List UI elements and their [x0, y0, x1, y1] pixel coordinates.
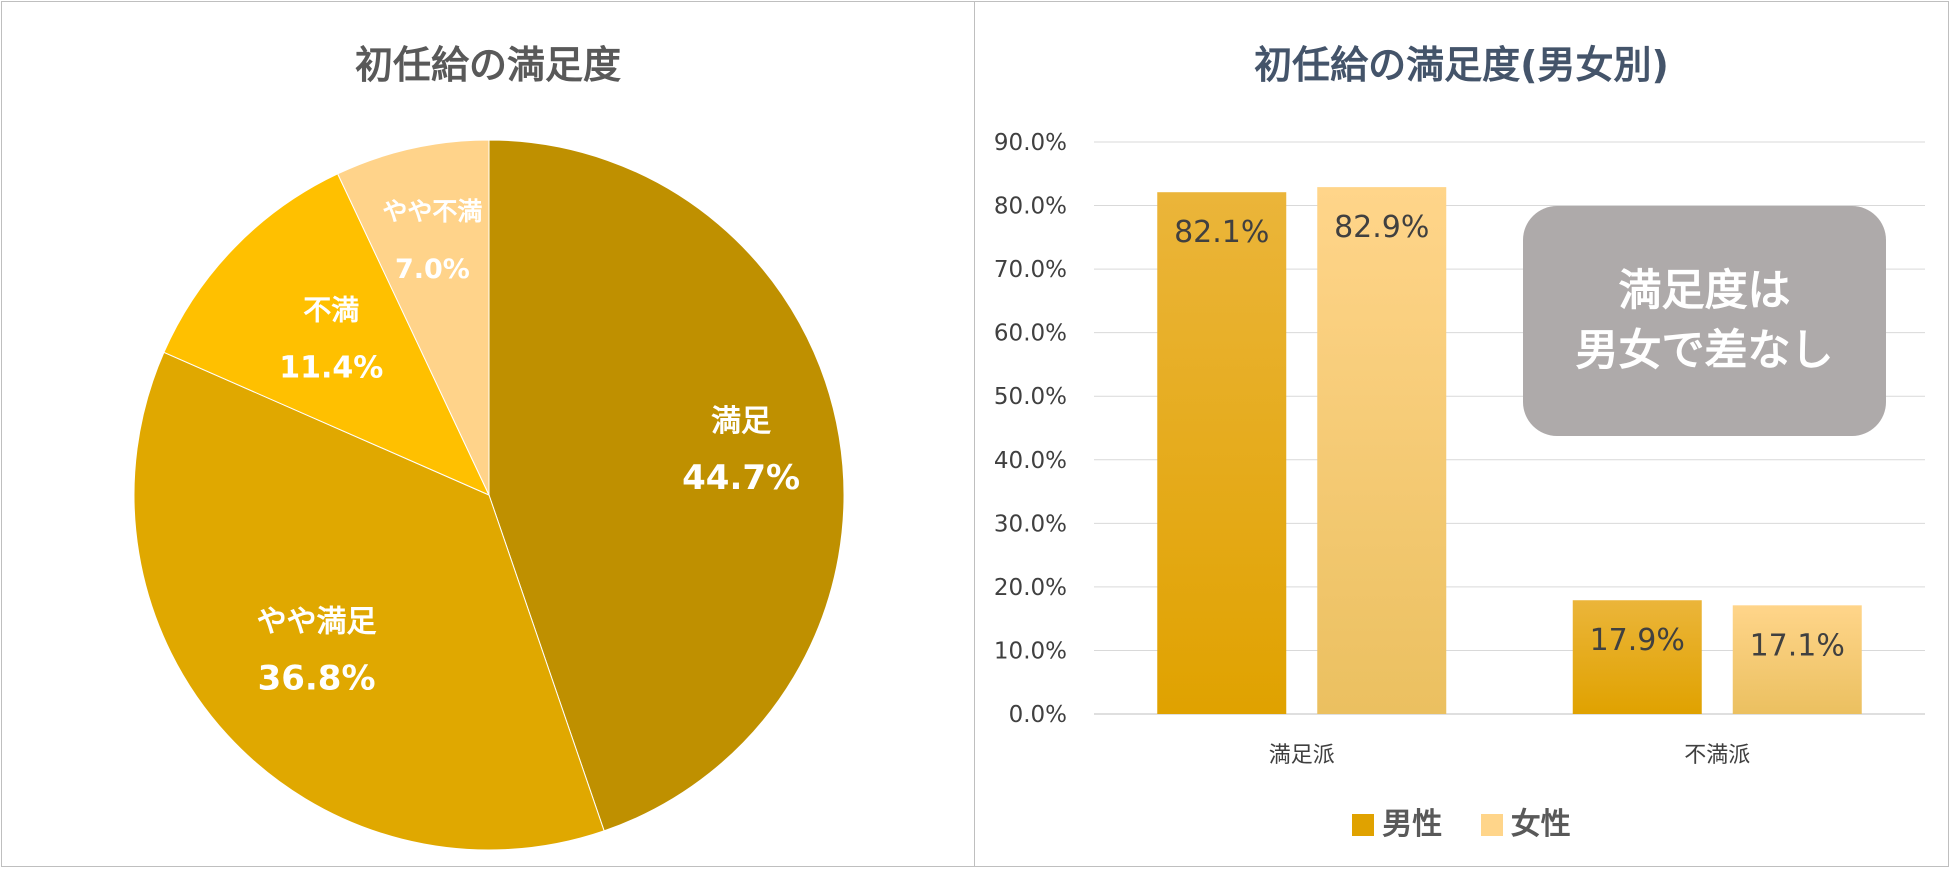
pie-slice-label-1: 満足	[711, 404, 771, 439]
pie-slice-value-3: 11.4%	[279, 350, 383, 385]
pie-slice-label-4: やや不満	[382, 197, 482, 226]
y-tick-label-6: 60.0%	[994, 321, 1067, 347]
y-tick-label-3: 30.0%	[994, 511, 1067, 537]
bar-value-label-male-2: 17.9%	[1590, 623, 1685, 658]
y-tick-label-2: 20.0%	[994, 575, 1067, 601]
bar-chart-title: 初任給の満足度(男女別)	[1254, 43, 1669, 87]
legend: 男性 女性	[975, 799, 1948, 843]
pie-chart-title: 初任給の満足度	[354, 43, 621, 87]
y-tick-label-9: 90.0%	[994, 130, 1067, 156]
legend-label-male: 男性	[1382, 807, 1443, 842]
bar-female-2	[1732, 605, 1862, 714]
pie-chart-panel: 初任給の満足度 満足 44.7% やや満足 36.8% 不満 11.4% やや不満 7.0%	[1, 1, 975, 867]
pie-slice-2	[133, 351, 605, 851]
legend-label-female: 女性	[1510, 807, 1571, 842]
annotation-callout: 満足度は 男女で差なし	[1523, 206, 1886, 436]
legend-item-male: 男性	[1352, 799, 1442, 843]
pie-slice-value-2: 36.8%	[258, 659, 376, 699]
y-tick-label-7: 70.0%	[994, 257, 1067, 283]
pie-slice-3	[163, 173, 491, 496]
bar-male-1	[1157, 192, 1287, 715]
y-tick-label-0: 0.0%	[1009, 702, 1067, 728]
pie-slice-4	[337, 139, 490, 496]
legend-item-female: 女性	[1480, 799, 1571, 843]
x-category-label-1: 満足派	[1269, 743, 1335, 768]
annotation-line-1: 満足度は	[1618, 266, 1791, 316]
legend-swatch-male	[1352, 814, 1375, 836]
legend-swatch-female	[1480, 814, 1503, 836]
bar-value-label-male-1: 82.1%	[1174, 215, 1269, 250]
annotation-line-2: 男女で差なし	[1575, 326, 1834, 376]
bar-female-1	[1317, 187, 1447, 714]
bar-chart-panel: 初任給の満足度(男女別) 0.0% 10.0% 20.0% 30.0% 40.0% 50.…	[974, 1, 1949, 867]
pie-slice-1	[488, 139, 845, 832]
y-tick-label-1: 10.0%	[994, 638, 1067, 664]
bar-value-label-female-2: 17.1%	[1750, 628, 1845, 663]
pie-chart: 満足 44.7% やや満足 36.8% 不満 11.4% やや不満 7.0%	[133, 139, 845, 851]
bar-chart: 0.0% 10.0% 20.0% 30.0% 40.0% 50.0% 60.0% 70.0% 8…	[994, 130, 1925, 768]
pie-slice-value-4: 7.0%	[395, 254, 470, 285]
bar-value-label-female-1: 82.9%	[1334, 210, 1429, 245]
y-tick-label-4: 40.0%	[994, 448, 1067, 474]
pie-slice-value-1: 44.7%	[682, 458, 800, 498]
y-tick-label-8: 80.0%	[994, 194, 1067, 220]
pie-slice-label-2: やや満足	[257, 605, 377, 640]
pie-slice-label-3: 不満	[303, 293, 359, 326]
x-category-label-2: 不満派	[1684, 743, 1750, 768]
bar-male-2	[1572, 600, 1702, 714]
y-tick-label-5: 50.0%	[994, 384, 1067, 410]
